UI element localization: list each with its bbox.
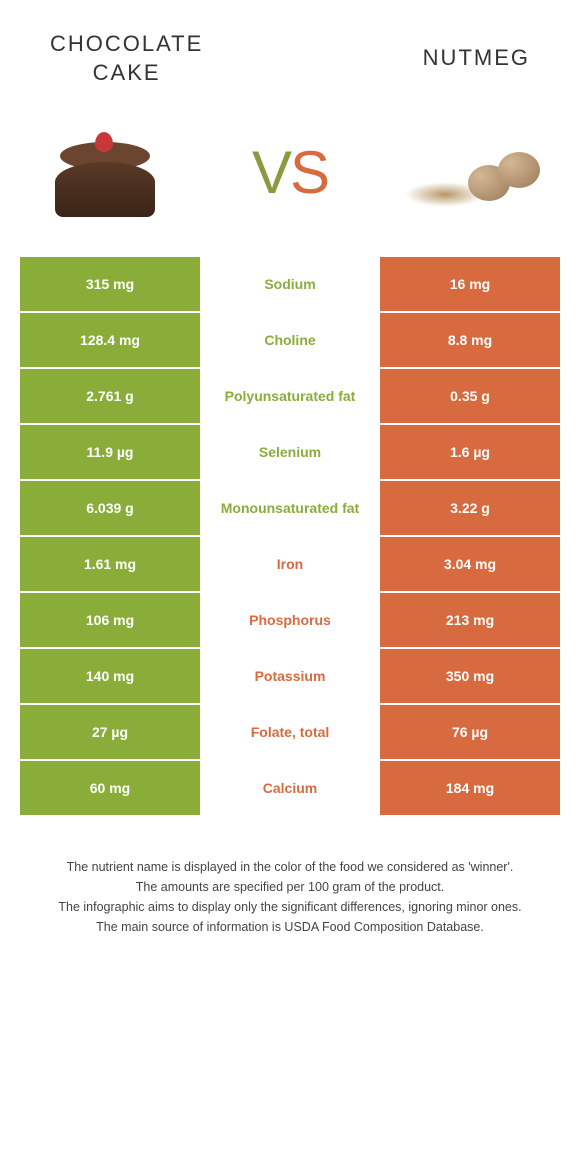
table-row: 11.9 µgSelenium1.6 µg [20, 425, 560, 479]
footnotes: The nutrient name is displayed in the co… [0, 817, 580, 957]
left-value-cell: 128.4 mg [20, 313, 200, 367]
nutmeg-image [400, 117, 550, 227]
left-value-cell: 27 µg [20, 705, 200, 759]
vs-label: VS [252, 138, 328, 207]
left-value-cell: 6.039 g [20, 481, 200, 535]
table-row: 128.4 mgCholine8.8 mg [20, 313, 560, 367]
nutrient-name-cell: Iron [200, 537, 380, 591]
right-value-cell: 1.6 µg [380, 425, 560, 479]
footnote-line: The main source of information is USDA F… [30, 917, 550, 937]
nutrient-name-cell: Choline [200, 313, 380, 367]
right-value-cell: 8.8 mg [380, 313, 560, 367]
vs-v: V [252, 139, 290, 206]
right-value-cell: 213 mg [380, 593, 560, 647]
right-value-cell: 16 mg [380, 257, 560, 311]
left-value-cell: 315 mg [20, 257, 200, 311]
right-value-cell: 184 mg [380, 761, 560, 815]
left-value-cell: 140 mg [20, 649, 200, 703]
table-row: 140 mgPotassium350 mg [20, 649, 560, 703]
table-row: 2.761 gPolyunsaturated fat0.35 g [20, 369, 560, 423]
right-value-cell: 3.04 mg [380, 537, 560, 591]
right-value-cell: 0.35 g [380, 369, 560, 423]
table-row: 106 mgPhosphorus213 mg [20, 593, 560, 647]
table-row: 60 mgCalcium184 mg [20, 761, 560, 815]
footnote-line: The amounts are specified per 100 gram o… [30, 877, 550, 897]
nutrient-name-cell: Selenium [200, 425, 380, 479]
table-row: 315 mgSodium16 mg [20, 257, 560, 311]
header: CHOCOLATECAKE NUTMEG [0, 0, 580, 107]
chocolate-cake-image [30, 117, 180, 227]
vs-s: S [290, 139, 328, 206]
nutrient-name-cell: Monounsaturated fat [200, 481, 380, 535]
nutrient-name-cell: Folate, total [200, 705, 380, 759]
left-value-cell: 106 mg [20, 593, 200, 647]
table-row: 27 µgFolate, total76 µg [20, 705, 560, 759]
footnote-line: The infographic aims to display only the… [30, 897, 550, 917]
right-value-cell: 3.22 g [380, 481, 560, 535]
nutrient-name-cell: Potassium [200, 649, 380, 703]
nutrient-table: 315 mgSodium16 mg128.4 mgCholine8.8 mg2.… [20, 257, 560, 815]
nutrient-name-cell: Phosphorus [200, 593, 380, 647]
nutrient-name-cell: Calcium [200, 761, 380, 815]
left-value-cell: 1.61 mg [20, 537, 200, 591]
left-value-cell: 2.761 g [20, 369, 200, 423]
table-row: 6.039 gMonounsaturated fat3.22 g [20, 481, 560, 535]
right-food-title: NUTMEG [423, 44, 530, 73]
left-food-title: CHOCOLATECAKE [50, 30, 203, 87]
left-value-cell: 60 mg [20, 761, 200, 815]
right-value-cell: 76 µg [380, 705, 560, 759]
footnote-line: The nutrient name is displayed in the co… [30, 857, 550, 877]
right-value-cell: 350 mg [380, 649, 560, 703]
table-row: 1.61 mgIron3.04 mg [20, 537, 560, 591]
nutrient-name-cell: Polyunsaturated fat [200, 369, 380, 423]
nutrient-name-cell: Sodium [200, 257, 380, 311]
images-row: VS [0, 107, 580, 257]
left-value-cell: 11.9 µg [20, 425, 200, 479]
